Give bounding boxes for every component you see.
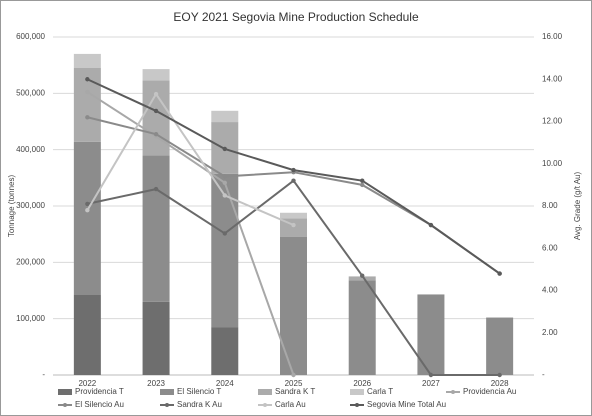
y-tick-label: 500,000	[16, 88, 45, 97]
legend-label: Segovia Mine Total Au	[367, 400, 446, 409]
x-tick-label: 2025	[285, 379, 303, 388]
line-marker	[428, 372, 434, 378]
legend-marker	[263, 403, 267, 407]
y2-tick-label: 4.00	[542, 286, 558, 295]
legend-marker	[451, 390, 455, 394]
line	[86, 92, 294, 226]
bar-segment	[348, 280, 376, 375]
legend-label: El Silencio T	[177, 387, 221, 396]
bar-segment	[280, 236, 307, 375]
line-marker	[291, 222, 296, 228]
legend-swatch	[258, 389, 272, 395]
bar-segment	[211, 110, 239, 123]
line-marker	[291, 178, 296, 183]
line-marker	[153, 131, 159, 137]
line-marker	[360, 182, 365, 188]
legend-marker	[63, 403, 67, 407]
line-marker	[497, 271, 502, 276]
line-marker	[291, 372, 296, 378]
bar-segment	[73, 141, 101, 296]
chart-title: EOY 2021 Segovia Mine Production Schedul…	[173, 10, 419, 24]
line-marker	[222, 193, 227, 198]
y2-axis-title: Avg. Grade (g/t Au)	[573, 172, 582, 241]
line-marker	[428, 222, 434, 228]
x-tick-label: 2022	[78, 379, 96, 388]
y2-tick-label: 6.00	[542, 243, 558, 252]
line-marker	[222, 146, 227, 152]
bar-segment	[142, 69, 170, 81]
legend-label: Carla Au	[275, 400, 306, 409]
x-tick-label: 2027	[422, 379, 440, 388]
y-tick-label: 300,000	[16, 201, 45, 210]
y-tick-label: 100,000	[16, 314, 45, 323]
y2-tick-label: 16.00	[542, 32, 563, 41]
y-axis-title: Tonnage (tonnes)	[7, 175, 16, 238]
line-marker	[497, 372, 502, 378]
x-tick-label: 2026	[353, 379, 371, 388]
line-marker	[291, 167, 296, 173]
line-marker	[85, 201, 90, 207]
x-tick-label: 2023	[147, 379, 165, 388]
line-marker	[222, 174, 227, 179]
bar-segment	[142, 80, 170, 156]
line-marker	[222, 231, 227, 236]
y-tick-label: 200,000	[16, 257, 45, 266]
bar-segment	[486, 317, 514, 375]
y-tick-label: -	[42, 370, 45, 379]
line-marker	[85, 115, 90, 120]
y2-tick-label: 14.00	[542, 74, 563, 83]
bar-segment	[348, 276, 376, 281]
legend-label: El Silencio Au	[75, 400, 124, 409]
legend-label: Sandra K T	[275, 387, 315, 396]
bar-segment	[73, 295, 101, 375]
y2-tick-label: 12.00	[542, 117, 563, 126]
y2-tick-label: 2.00	[542, 328, 558, 337]
line-marker	[85, 77, 90, 82]
bar-segment	[73, 53, 101, 68]
line-marker	[360, 178, 365, 183]
legend-label: Providencia Au	[463, 387, 516, 396]
bar-segment	[142, 301, 170, 375]
line-marker	[222, 180, 227, 185]
y-tick-label: 400,000	[16, 145, 45, 154]
legend-swatch	[160, 389, 174, 395]
bar-segment	[211, 327, 239, 375]
line-marker	[153, 186, 159, 192]
line-marker	[153, 108, 159, 114]
line-marker	[153, 91, 159, 97]
y2-tick-label: -	[542, 370, 545, 379]
x-tick-label: 2028	[491, 379, 509, 388]
y2-tick-label: 8.00	[542, 201, 558, 210]
y2-tick-label: 10.00	[542, 159, 563, 168]
line-marker	[85, 89, 90, 95]
legend-swatch	[350, 389, 364, 395]
legend-marker	[165, 403, 169, 407]
line	[86, 91, 295, 376]
legend-label: Sandra K Au	[177, 400, 222, 409]
legend-label: Carla T	[367, 387, 393, 396]
bar-segment	[280, 212, 307, 219]
x-tick-label: 2024	[216, 379, 234, 388]
y-tick-label: 600,000	[16, 32, 45, 41]
legend-swatch	[58, 389, 72, 395]
legend-label: Providencia T	[75, 387, 124, 396]
line-marker	[360, 273, 365, 278]
line-marker	[85, 208, 90, 213]
legend-marker	[355, 403, 359, 407]
bar-segment	[142, 155, 170, 302]
